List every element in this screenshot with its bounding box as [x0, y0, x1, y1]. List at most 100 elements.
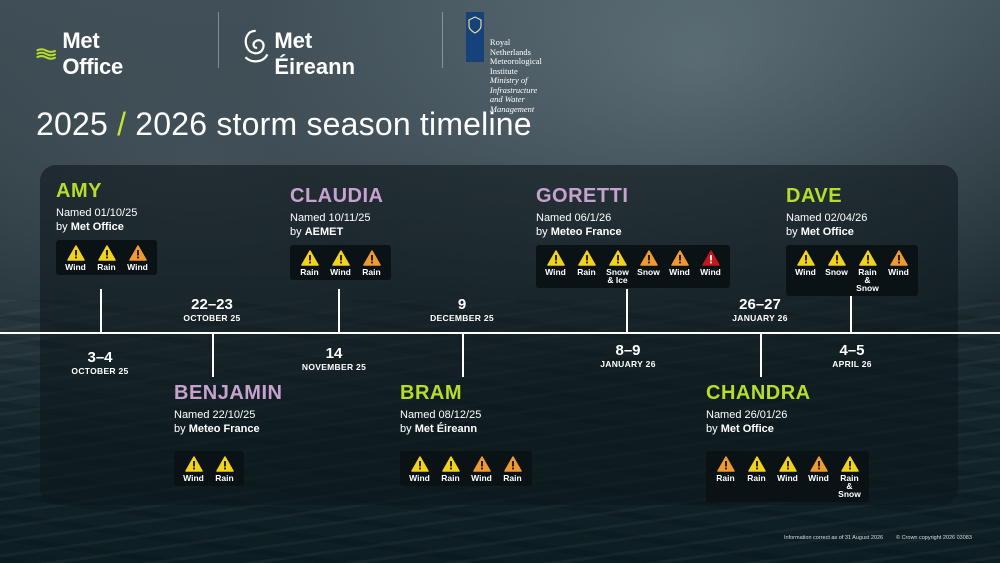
warning-label: Wind — [330, 267, 351, 277]
warning-label: Rain — [716, 473, 735, 483]
storm-agency: by Met Office — [706, 423, 869, 435]
warning-box: Wind Snow Rain & Snow Wind — [786, 245, 918, 296]
met-office-waves-icon — [36, 48, 57, 60]
date-month: NOVEMBER 25 — [301, 362, 367, 372]
logo-divider — [442, 12, 443, 68]
by-prefix: by — [290, 226, 302, 238]
warning-label: Wind — [127, 262, 148, 272]
by-prefix: by — [536, 226, 548, 238]
storm-card-amy: AMY Named 01/10/25 by Met Office Wind Rai… — [56, 180, 157, 275]
warning-item: Rain & Snow — [835, 456, 864, 498]
warning-triangle-icon — [546, 250, 565, 266]
knmi-line: Royal Netherlands — [489, 37, 531, 57]
logo-divider — [218, 12, 219, 68]
warning-item: Rain — [572, 250, 601, 284]
date-bram: 9 DECEMBER 25 — [402, 296, 522, 323]
warning-label: Rain — [97, 262, 116, 272]
knmi-logo: Royal Netherlands Meteorological Institu… — [466, 12, 550, 114]
warning-label: Wind — [183, 473, 204, 483]
met-eireann-wordmark: Met Éireann — [274, 28, 356, 79]
warning-triangle-icon — [410, 456, 429, 472]
title-year-start: 2025 — [36, 106, 108, 142]
storm-name: DAVE — [786, 185, 843, 207]
warning-label: Wind — [777, 473, 798, 483]
tick-dave — [850, 289, 852, 333]
date-days: 3–4 — [87, 349, 113, 366]
warning-box: Rain Wind Rain — [290, 245, 391, 280]
warning-item: Rain — [357, 250, 386, 276]
timeline-panel — [40, 165, 958, 505]
title-slash: / — [117, 106, 127, 142]
date-benjamin: 22–23 OCTOBER 25 — [152, 296, 272, 323]
warning-item: Snow & Ice — [603, 250, 632, 284]
warning-triangle-icon — [577, 250, 596, 266]
warning-label: Rain — [215, 473, 234, 483]
warning-item: Snow — [822, 250, 851, 292]
storm-card-claudia: CLAUDIA Named 10/11/25 by AEMET Rain Wind… — [290, 185, 391, 280]
date-days: 4–5 — [839, 342, 865, 359]
warning-box: Rain Rain Wind Wind Rain & Snow — [706, 451, 869, 502]
warning-item: Wind — [541, 250, 570, 284]
agency-name: Met Office — [800, 226, 854, 238]
warning-item: Rain — [210, 456, 239, 482]
warning-box: Wind Rain Wind — [56, 240, 157, 275]
agency-name: Met Office — [720, 423, 774, 435]
storm-name: BRAM — [400, 382, 462, 404]
date-amy: 3–4 OCTOBER 25 — [40, 349, 160, 376]
met-eireann-logo: Met Éireann — [241, 14, 366, 80]
warning-item: Wind — [773, 456, 802, 498]
met-office-wordmark: Met Office — [62, 28, 123, 79]
warning-triangle-icon — [809, 456, 828, 472]
warning-item: Rain — [498, 456, 527, 482]
warning-item: Rain — [92, 245, 121, 271]
warning-triangle-icon — [441, 456, 460, 472]
warning-triangle-icon — [747, 456, 766, 472]
warning-label: Wind — [888, 267, 909, 277]
warning-triangle-icon — [639, 250, 658, 266]
warning-label: Wind — [669, 267, 690, 277]
warning-item: Rain & Snow — [853, 250, 882, 292]
warning-item: Rain — [295, 250, 324, 276]
tick-claudia — [338, 289, 340, 333]
warning-triangle-icon — [778, 456, 797, 472]
storm-name: CHANDRA — [706, 382, 811, 404]
warning-triangle-icon — [300, 250, 319, 266]
date-days: 14 — [325, 345, 343, 362]
warning-triangle-icon — [670, 250, 689, 266]
warning-triangle-icon — [503, 456, 522, 472]
date-chandra: 26–27 JANUARY 26 — [700, 296, 820, 323]
storm-named-date: Named 02/04/26 — [786, 212, 868, 224]
storm-agency: by Met Éireann — [400, 423, 532, 435]
warning-triangle-icon — [827, 250, 846, 266]
warning-label: Rain — [441, 473, 460, 483]
knmi-line: Meteorological Institute — [489, 56, 542, 76]
warning-triangle-icon — [362, 250, 381, 266]
warning-label: Rain — [503, 473, 522, 483]
by-prefix: by — [174, 423, 186, 435]
warning-label: Wind — [65, 262, 86, 272]
warning-label: Wind — [471, 473, 492, 483]
storm-card-dave: DAVE Named 02/04/26 by Met Office Wind Sn… — [786, 185, 918, 296]
warning-triangle-icon — [840, 456, 859, 472]
date-month: APRIL 26 — [832, 359, 872, 369]
storm-card-goretti: GORETTI Named 06/1/26 by Meteo France Wi… — [536, 185, 730, 288]
swirl-icon — [244, 29, 269, 63]
warning-triangle-icon — [331, 250, 350, 266]
warning-label: Snow & Ice — [606, 267, 629, 285]
knmi-text: Royal Netherlands Meteorological Institu… — [490, 12, 550, 114]
tick-benjamin — [212, 333, 214, 377]
warning-label: Snow — [825, 267, 848, 277]
warning-label: Rain — [362, 267, 381, 277]
warning-triangle-icon — [128, 245, 147, 261]
storm-name: GORETTI — [536, 185, 629, 207]
warning-label: Wind — [795, 267, 816, 277]
date-claudia: 14 NOVEMBER 25 — [274, 345, 394, 372]
date-days: 9 — [457, 296, 467, 313]
warning-box: Wind Rain Snow & Ice Snow Wind Wind — [536, 245, 730, 288]
warning-box: Wind Rain Wind Rain — [400, 451, 532, 486]
warning-item: Wind — [405, 456, 434, 482]
warning-item: Wind — [696, 250, 725, 284]
warning-box: Wind Rain — [174, 451, 244, 486]
storm-card-chandra: CHANDRA Named 26/01/26 by Met Office Rai… — [706, 382, 869, 502]
warning-item: Wind — [467, 456, 496, 482]
